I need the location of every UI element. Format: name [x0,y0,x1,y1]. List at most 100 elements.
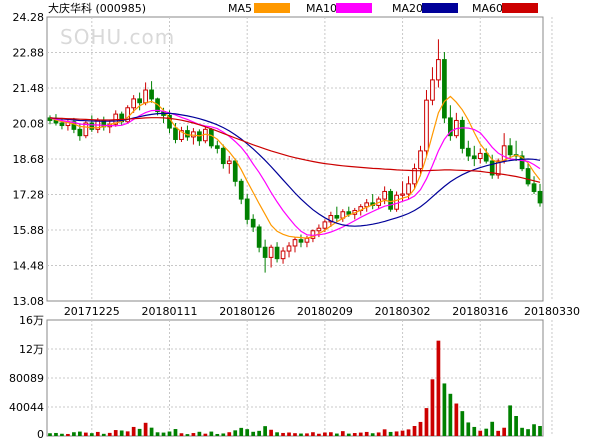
candle-body [274,246,280,260]
volume-bar [101,433,106,436]
price-y-tick-label: 22.88 [13,47,45,60]
candle-body [436,59,441,81]
candle-body [292,239,298,247]
legend-swatch-ma10 [336,3,372,13]
volume-bar [257,430,261,436]
volume-bar [107,432,112,436]
volume-bar [233,430,238,436]
volume-bar [89,433,94,436]
volume-bar [179,433,184,436]
candle-body [507,145,513,156]
candle-body [298,239,304,243]
price-y-tick-label: 18.68 [13,153,45,166]
volume-y-ticks: 16万 12万 80089 40044 0 [9,314,44,440]
volume-bar [191,433,196,436]
price-y-ticks: 24.28 22.88 21.48 20.08 18.68 17.28 15.88 14.48… [13,11,45,308]
volume-bar [448,393,453,436]
volume-bar [131,426,136,436]
ma-lines [49,95,541,239]
candle-body [244,198,250,220]
candle-body [286,245,292,252]
x-tick-label: 20180111 [142,305,198,318]
x-tick-label: 20180126 [219,305,275,318]
candle-body [47,117,53,121]
candle-body [316,227,322,232]
volume-bar [364,431,369,436]
candle-body [71,121,77,130]
candle-body [322,221,328,229]
volume-bar [496,430,501,436]
volume-bar [167,431,172,436]
candle-body [465,147,471,157]
legend-label-ma20: MA20 [392,2,423,15]
volume-bar [293,433,297,436]
volume-bar [221,433,226,436]
volume-bar [436,340,441,436]
candle-body [388,190,393,210]
volume-bar [48,433,52,436]
volume-bar [484,428,489,436]
candle-body [519,155,525,170]
volume-bar [352,433,357,436]
volume-y-tick-label: 40044 [9,401,44,414]
candle-body [149,89,154,100]
volume-bar [299,433,303,436]
volume-bar [78,431,82,436]
candle-body [334,215,340,219]
candle-body [489,160,495,176]
price-y-tick-label: 20.08 [13,118,45,131]
volume-bar [275,432,279,436]
volume-bar [460,411,465,436]
candle-body [448,117,453,137]
volume-bar [54,432,58,436]
volume-bar [466,422,471,436]
candle-body [471,155,477,159]
candle-body [179,130,184,140]
price-y-tick-label: 21.48 [13,82,45,95]
candle-body [525,168,531,185]
volume-bar [454,403,459,436]
price-y-tick-label: 14.48 [13,260,45,273]
legend: MA5 MA10 MA20 MA60 [228,2,538,15]
candle-body [328,215,334,223]
volume-bar [430,379,435,436]
volume-y-tick-label: 0 [37,428,44,440]
candle-body [304,237,310,243]
x-tick-label: 20180209 [297,305,353,318]
legend-label-ma5: MA5 [228,2,252,15]
volume-bar [137,428,142,436]
volume-bar [197,431,202,436]
volume-bar [185,434,190,436]
x-tick-label: 20171225 [64,305,120,318]
candle-body [459,119,465,149]
volume-bar [215,433,220,436]
candle-body [214,145,220,149]
candle-body [143,89,148,104]
volume-bar [119,430,124,436]
x-tick-label: 20180330 [524,305,580,318]
volume-bar [514,415,518,436]
volume-bar [125,431,130,436]
candle-body [137,98,142,104]
volume-bar [113,430,118,436]
volume-grid [47,348,543,408]
candle-body [442,59,447,119]
volume-y-tick-label: 80089 [9,372,44,385]
volume-bar [394,431,399,436]
candle-body [226,160,232,165]
volume-bar [538,425,542,436]
volume-bar [502,427,507,436]
volume-bar [149,427,154,436]
volume-bar [490,421,495,436]
grid [47,17,553,436]
candle-body [262,246,268,258]
volume-bar [263,426,267,436]
volume-bar [173,429,178,436]
volume-bar [287,432,291,436]
price-y-tick-label: 17.28 [13,189,45,202]
candle-body [412,168,417,185]
price-y-tick-label: 15.88 [13,224,45,237]
candle-body [232,160,238,182]
volume-bar [227,432,232,436]
ma-line-ma10 [49,109,541,236]
